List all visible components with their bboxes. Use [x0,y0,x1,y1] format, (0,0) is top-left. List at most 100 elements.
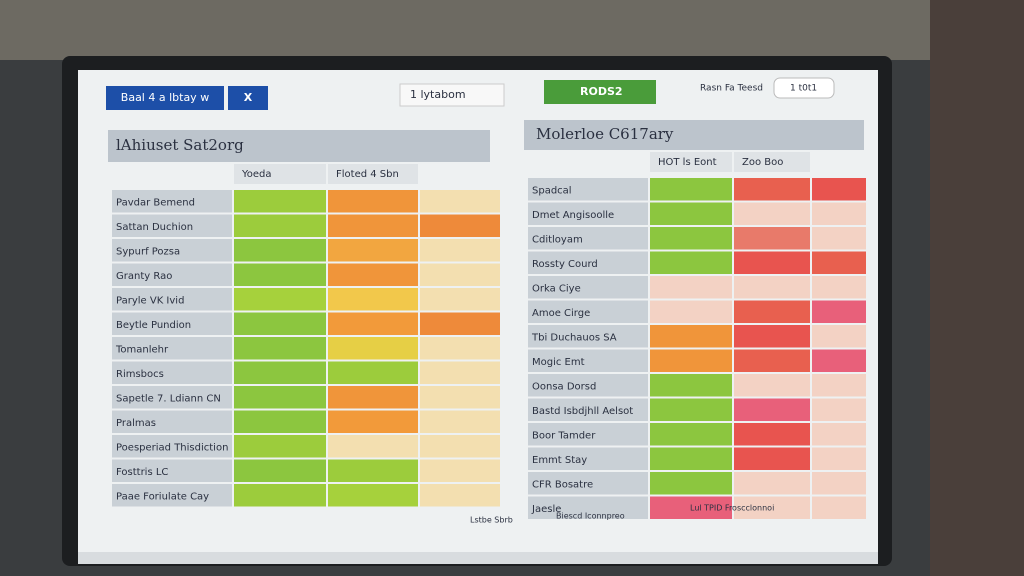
heat-cell [812,447,866,470]
heat-cell [734,349,810,372]
right-panel-header [524,120,864,150]
status-text: Rasn Fa Teesd [700,84,763,94]
row-label: Tomanlehr [115,344,169,355]
row-label-cell [112,459,232,482]
heat-cell [734,398,810,421]
row-label-cell [528,227,648,250]
heat-cell [234,263,326,286]
heat-cell [328,239,418,262]
heat-cell [420,263,500,286]
heat-cell [234,337,326,360]
heat-cell [420,214,500,237]
heat-cell [734,423,810,446]
background-wall [0,0,1024,60]
heat-cell [812,423,866,446]
row-label: Rossty Courd [532,259,598,270]
heat-cell [650,374,732,397]
row-label: Pralmas [116,418,156,429]
heat-cell [420,337,500,360]
row-label-cell [528,178,648,201]
row-label-cell [112,386,232,409]
heat-cell [328,435,418,458]
row-label: Fosttris LC [116,467,168,478]
row-label: Rimsbocs [116,369,164,380]
heat-cell [650,423,732,446]
row-label-cell [528,300,648,323]
heat-cell [234,288,326,311]
heat-cell [650,325,732,348]
row-label-cell [528,202,648,225]
heat-cell [234,410,326,433]
heat-cell [734,178,810,201]
heat-cell [328,361,418,384]
row-label: Sapetle 7. Ldiann CN [116,393,221,404]
action-button-label: RODS2 [580,85,623,98]
left-panel-header [108,130,490,162]
row-label-cell [112,312,232,335]
primary-button[interactable] [106,86,224,110]
heat-cell [650,472,732,495]
row-label-cell [528,325,648,348]
heat-cell [812,325,866,348]
heat-cell [234,435,326,458]
taskbar [78,552,878,564]
row-label-cell [528,276,648,299]
row-label-cell [112,288,232,311]
heat-cell [234,459,326,482]
action-button[interactable] [544,80,656,104]
row-label-cell [528,374,648,397]
heat-cell [812,276,866,299]
heat-cell [328,484,418,507]
row-label: Pavdar Bemend [116,197,195,208]
footer-item: Lul TPID Froscclonnoi [690,504,774,513]
row-label: Amoe Cirge [532,308,590,319]
heat-cell [234,239,326,262]
row-label-cell [528,398,648,421]
heat-cell [234,484,326,507]
row-label-cell [528,447,648,470]
footer-item: Biescd Iconnpreo [556,512,625,521]
row-label-cell [112,239,232,262]
heat-cell [734,202,810,225]
heat-cell [328,410,418,433]
heat-cell [812,349,866,372]
heat-cell [650,202,732,225]
column-header [734,152,810,172]
heat-cell [734,251,810,274]
close-button[interactable] [228,86,268,110]
row-label-cell [528,423,648,446]
footer-item: Lstbe Sbrb [470,516,513,525]
heat-cell [734,496,810,519]
row-label: Boor Tamder [532,430,596,441]
heat-cell [420,410,500,433]
dropdown[interactable] [399,83,505,107]
heat-cell [234,386,326,409]
column-header-label: Floted 4 Sbn [336,169,399,180]
heat-cell [812,398,866,421]
heat-cell [234,190,326,213]
row-label-cell [112,435,232,458]
row-label-cell [112,410,232,433]
heat-cell [650,178,732,201]
row-label: Bastd Isbdjhll Aelsot [532,406,633,417]
counter: 1 t0t1 [790,84,817,94]
heat-cell [734,472,810,495]
column-header-label: Zoo Boo [742,157,783,168]
heat-cell [734,447,810,470]
heat-cell [650,227,732,250]
heat-cell [650,496,732,519]
heat-cell [328,288,418,311]
heat-cell [420,288,500,311]
column-header [234,164,326,184]
heat-cell [812,251,866,274]
row-label-cell [112,361,232,384]
heat-cell [812,227,866,250]
heat-cell [650,398,732,421]
column-header [650,152,732,172]
row-label: Paae Foriulate Cay [116,491,209,502]
row-label: Spadcal [532,185,572,196]
heat-cell [420,239,500,262]
heat-cell [650,276,732,299]
